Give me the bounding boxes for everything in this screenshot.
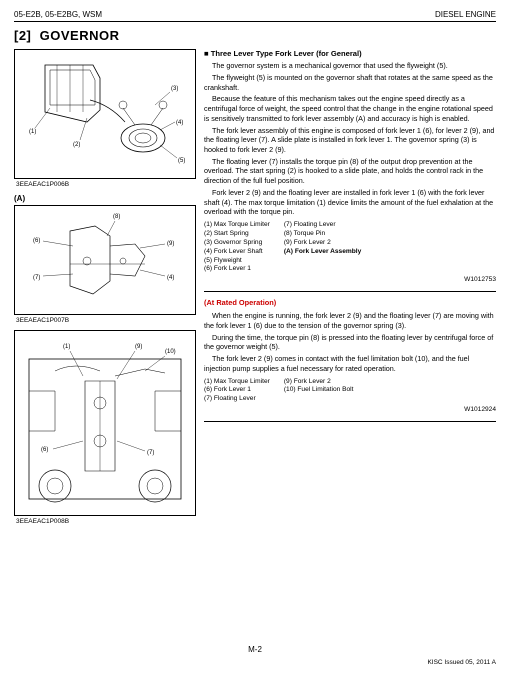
block2-title: (At Rated Operation) bbox=[204, 298, 496, 308]
figure-1: (1) (2) (3) (4) (5) bbox=[14, 49, 196, 179]
svg-text:(5): (5) bbox=[178, 158, 185, 164]
block2-code: W1012924 bbox=[204, 406, 496, 415]
b1-p5: The floating lever (7) installs the torq… bbox=[204, 157, 496, 186]
svg-text:(4): (4) bbox=[167, 275, 174, 281]
b1-p2: The flyweight (5) is mounted on the gove… bbox=[204, 73, 496, 92]
b2-p2: During the time, the torque pin (8) is p… bbox=[204, 333, 496, 352]
section-title: [2] GOVERNOR bbox=[14, 28, 496, 43]
text-column: Three Lever Type Fork Lever (for General… bbox=[204, 49, 496, 531]
b1-p1: The governor system is a mechanical gove… bbox=[204, 61, 496, 71]
block2-legend: (1) Max Torque Limiter (6) Fork Lever 1 … bbox=[204, 378, 496, 405]
page-number: M-2 bbox=[248, 645, 262, 654]
svg-text:(6): (6) bbox=[33, 238, 40, 244]
figure-a-caption: 3EEAEAC1P007B bbox=[16, 317, 196, 324]
svg-text:(8): (8) bbox=[113, 214, 120, 220]
figure-2: (1) (9) (10) (6) (7) bbox=[14, 330, 196, 516]
svg-text:(1): (1) bbox=[29, 129, 36, 135]
svg-text:(4): (4) bbox=[176, 120, 183, 126]
b2-p3: The fork lever 2 (9) comes in contact wi… bbox=[204, 354, 496, 373]
svg-text:(9): (9) bbox=[135, 344, 142, 350]
figure-a: (6) (7) (8) (9) (4) bbox=[14, 205, 196, 315]
svg-text:(3): (3) bbox=[171, 86, 178, 92]
figure-a-label: (A) bbox=[14, 194, 196, 203]
svg-text:(1): (1) bbox=[63, 344, 70, 350]
b1-p6: Fork lever 2 (9) and the floating lever … bbox=[204, 188, 496, 217]
block1-legend: (1) Max Torque Limiter (2) Start Spring … bbox=[204, 221, 496, 274]
header-right: DIESEL ENGINE bbox=[435, 10, 496, 19]
figure-2-caption: 3EEAEAC1P008B bbox=[16, 518, 196, 525]
block1-title: Three Lever Type Fork Lever (for General… bbox=[204, 49, 496, 59]
b2-p1: When the engine is running, the fork lev… bbox=[204, 311, 496, 330]
footer: KISC Issued 05, 2011 A bbox=[427, 659, 496, 666]
svg-text:(10): (10) bbox=[165, 349, 176, 355]
b1-p4: The fork lever assembly of this engine i… bbox=[204, 126, 496, 155]
svg-text:(9): (9) bbox=[167, 241, 174, 247]
header-left: 05-E2B, 05-E2BG, WSM bbox=[14, 10, 102, 19]
figure-1-caption: 3EEAEAC1P006B bbox=[16, 181, 196, 188]
svg-text:(7): (7) bbox=[33, 275, 40, 281]
svg-text:(2): (2) bbox=[73, 142, 80, 148]
svg-text:(7): (7) bbox=[147, 450, 154, 456]
svg-text:(6): (6) bbox=[41, 447, 48, 453]
block1-code: W1012753 bbox=[204, 276, 496, 285]
b1-p3: Because the feature of this mechanism ta… bbox=[204, 94, 496, 123]
figures-column: (1) (2) (3) (4) (5) 3EEAEAC1P006B (A) bbox=[14, 49, 196, 531]
